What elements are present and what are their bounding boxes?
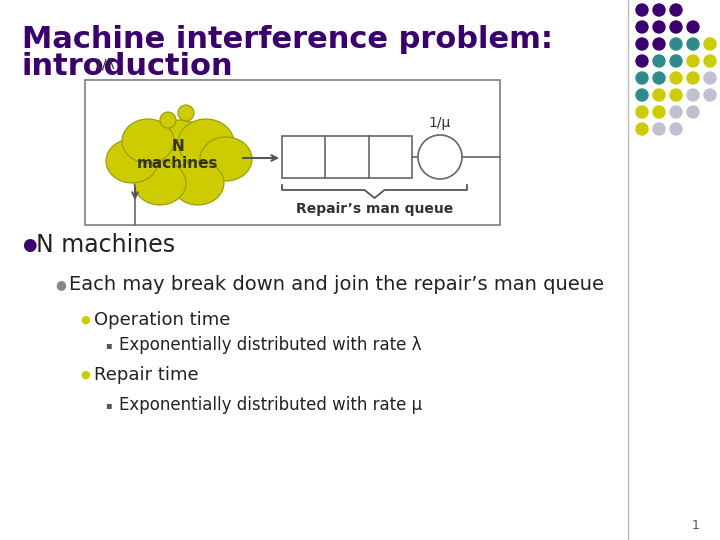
Text: Machine interference problem:: Machine interference problem: [22, 25, 553, 54]
Circle shape [670, 89, 682, 101]
Ellipse shape [138, 120, 218, 190]
Circle shape [653, 55, 665, 67]
Text: 1: 1 [692, 519, 700, 532]
Circle shape [636, 38, 648, 50]
Bar [282, 136, 412, 178]
Text: ▪: ▪ [105, 340, 112, 350]
Circle shape [670, 123, 682, 135]
Circle shape [653, 38, 665, 50]
Text: N machines: N machines [36, 233, 175, 257]
Circle shape [670, 4, 682, 16]
Circle shape [653, 106, 665, 118]
Text: 1/λ: 1/λ [93, 58, 114, 72]
Circle shape [653, 72, 665, 84]
Text: ●: ● [80, 315, 90, 325]
Circle shape [636, 106, 648, 118]
Circle shape [653, 4, 665, 16]
Circle shape [670, 55, 682, 67]
Circle shape [178, 105, 194, 121]
Circle shape [636, 4, 648, 16]
Circle shape [704, 89, 716, 101]
Circle shape [418, 135, 462, 179]
Text: Repair’s man queue: Repair’s man queue [296, 202, 453, 216]
Text: 1/μ: 1/μ [429, 116, 451, 130]
Circle shape [653, 89, 665, 101]
Circle shape [670, 106, 682, 118]
Circle shape [636, 21, 648, 33]
Text: introduction: introduction [22, 52, 233, 81]
Circle shape [687, 21, 699, 33]
Ellipse shape [200, 137, 252, 181]
Circle shape [160, 112, 176, 128]
Circle shape [636, 89, 648, 101]
Text: Each may break down and join the repair’s man queue: Each may break down and join the repair’… [69, 275, 604, 294]
Circle shape [636, 72, 648, 84]
Circle shape [687, 106, 699, 118]
Bar [85, 80, 500, 225]
Circle shape [670, 21, 682, 33]
Text: Exponentially distributed with rate λ: Exponentially distributed with rate λ [119, 336, 421, 354]
Circle shape [636, 55, 648, 67]
Text: Repair time: Repair time [94, 366, 199, 384]
Ellipse shape [106, 139, 158, 183]
Ellipse shape [178, 119, 234, 167]
Circle shape [687, 55, 699, 67]
Circle shape [687, 72, 699, 84]
Circle shape [670, 38, 682, 50]
Text: N
machines: N machines [138, 139, 219, 171]
Text: ●: ● [22, 236, 37, 254]
Circle shape [687, 38, 699, 50]
Circle shape [704, 72, 716, 84]
Circle shape [687, 89, 699, 101]
Circle shape [653, 21, 665, 33]
Ellipse shape [134, 161, 186, 205]
Text: ●: ● [55, 279, 66, 292]
Circle shape [653, 123, 665, 135]
Ellipse shape [122, 119, 174, 163]
Circle shape [670, 72, 682, 84]
Circle shape [704, 38, 716, 50]
Text: ●: ● [80, 370, 90, 380]
Circle shape [636, 123, 648, 135]
Ellipse shape [172, 161, 224, 205]
Circle shape [704, 55, 716, 67]
Text: Exponentially distributed with rate μ: Exponentially distributed with rate μ [119, 396, 422, 414]
Text: Operation time: Operation time [94, 311, 230, 329]
Text: ▪: ▪ [105, 400, 112, 410]
